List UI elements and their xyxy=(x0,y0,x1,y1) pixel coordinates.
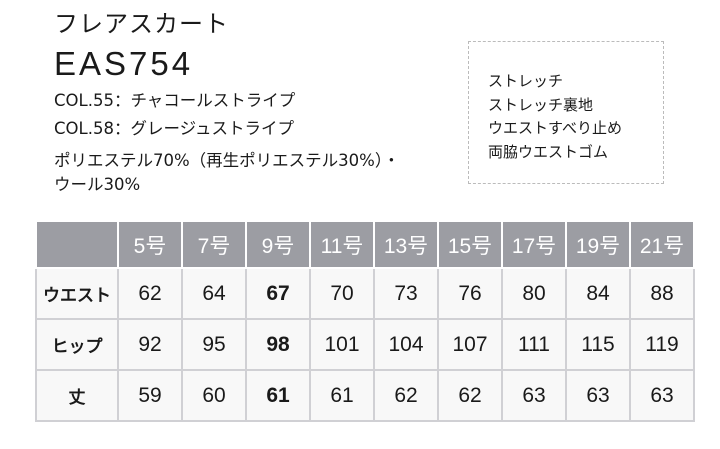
features-box: ストレッチ ストレッチ裏地 ウエストすべり止め 両脇ウエストゴム xyxy=(468,41,664,184)
size-value: 62 xyxy=(117,267,183,320)
size-value: 76 xyxy=(437,267,503,320)
table-row: ヒップ 92 95 98 101 104 107 111 115 119 xyxy=(35,318,695,371)
size-header: 19号 xyxy=(565,220,631,269)
size-header: 15号 xyxy=(437,220,503,269)
size-value: 61 xyxy=(309,369,375,422)
size-value: 80 xyxy=(501,267,567,320)
row-label: 丈 xyxy=(35,369,119,422)
size-header: 17号 xyxy=(501,220,567,269)
row-label: ヒップ xyxy=(35,318,119,371)
size-value: 73 xyxy=(373,267,439,320)
size-value: 63 xyxy=(565,369,631,422)
size-value: 84 xyxy=(565,267,631,320)
corner-cell xyxy=(35,220,119,269)
size-value: 104 xyxy=(373,318,439,371)
size-value: 64 xyxy=(181,267,247,320)
size-value: 63 xyxy=(501,369,567,422)
size-value: 115 xyxy=(565,318,631,371)
size-value: 95 xyxy=(181,318,247,371)
size-value: 88 xyxy=(629,267,695,320)
feature: ストレッチ裏地 xyxy=(488,95,594,114)
feature: ウエストすべり止め xyxy=(488,119,622,137)
size-value: 92 xyxy=(117,318,183,371)
size-header: 7号 xyxy=(181,220,247,269)
size-value: 67 xyxy=(245,267,311,320)
table-row: ウエスト 62 64 67 70 73 76 80 84 88 xyxy=(35,267,695,320)
color-option: COL.58：グレージュストライプ xyxy=(54,119,294,138)
color-option: COL.55：チャコールストライプ xyxy=(54,91,296,110)
table-row: 丈 59 60 61 61 62 62 63 63 63 xyxy=(35,369,695,422)
size-table: 5号 7号 9号 11号 13号 15号 17号 19号 21号 ウエスト 62 64 67 70 73 7… xyxy=(35,220,695,422)
size-value: 62 xyxy=(437,369,503,422)
size-value: 59 xyxy=(117,369,183,422)
row-label: ウエスト xyxy=(35,267,119,320)
feature: 両脇ウエストゴム xyxy=(488,142,609,161)
size-header: 21号 xyxy=(629,220,695,269)
feature: ストレッチ xyxy=(488,72,564,90)
header-row: 5号 7号 9号 11号 13号 15号 17号 19号 21号 xyxy=(35,220,695,269)
size-value: 107 xyxy=(437,318,503,371)
size-header: 11号 xyxy=(309,220,375,269)
size-value: 111 xyxy=(501,318,567,371)
size-value: 61 xyxy=(245,369,311,422)
product-type: フレアスカート xyxy=(54,10,229,38)
size-value: 98 xyxy=(245,318,311,371)
product-code: EAS754 xyxy=(54,45,194,82)
material: ポリエステル70%（再生ポリエステル30%）・ xyxy=(54,151,400,170)
size-header: 5号 xyxy=(117,220,183,269)
size-header: 13号 xyxy=(373,220,439,269)
size-value: 62 xyxy=(373,369,439,422)
size-value: 70 xyxy=(309,267,375,320)
size-header: 9号 xyxy=(245,220,311,269)
size-value: 63 xyxy=(629,369,695,422)
size-value: 119 xyxy=(629,318,695,371)
material-cont: ウール30% xyxy=(54,175,141,194)
size-value: 60 xyxy=(181,369,247,422)
size-value: 101 xyxy=(309,318,375,371)
